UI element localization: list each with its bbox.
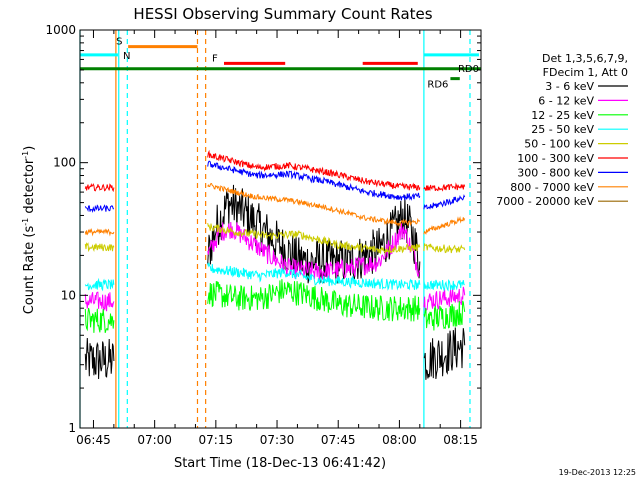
series-layer — [84, 149, 466, 380]
legend-label-4: 50 - 100 keV — [524, 138, 594, 151]
series-0-segment-1 — [207, 184, 421, 284]
x-tick-label-0: 06:45 — [76, 433, 111, 447]
series-5-segment-2 — [423, 182, 466, 192]
legend-label-0: 3 - 6 keV — [545, 80, 594, 93]
series-0-segment-2 — [423, 327, 466, 380]
flag-label-1: N — [123, 51, 130, 62]
series-1-segment-2 — [423, 286, 466, 312]
series-7 — [84, 182, 466, 237]
y-tick-label-3: 1000 — [45, 23, 76, 37]
y-tick-label-0: 1 — [68, 421, 76, 435]
flag-label-5: RD0 — [458, 64, 479, 75]
x-axis-label: Start Time (18-Dec-13 06:41:42) — [174, 456, 386, 471]
x-tick-label-5: 08:00 — [382, 433, 417, 447]
series-2-segment-0 — [84, 307, 115, 334]
series-0 — [84, 184, 466, 380]
x-tick-label-6: 08:15 — [443, 433, 478, 447]
series-1 — [84, 221, 466, 312]
series-2-segment-2 — [423, 300, 466, 331]
series-6-segment-1 — [207, 160, 421, 201]
flag-label-0: S — [116, 37, 122, 48]
series-7-segment-2 — [423, 216, 466, 235]
series-7-segment-0 — [84, 228, 115, 237]
legend-label-5: 100 - 300 keV — [517, 152, 594, 165]
x-tick-label-2: 07:15 — [199, 433, 234, 447]
legend-label-6: 300 - 800 keV — [517, 166, 594, 179]
legend-label-3: 25 - 50 keV — [531, 123, 594, 136]
series-5 — [84, 149, 466, 193]
series-4-segment-1 — [207, 223, 421, 255]
timestamp: 19-Dec-2013 12:25 — [559, 468, 636, 477]
series-5-segment-1 — [207, 149, 421, 191]
legend-label-7: 800 - 7000 keV — [510, 181, 594, 194]
series-2 — [84, 279, 466, 334]
legend-label-1: 6 - 12 keV — [538, 94, 594, 107]
series-4-segment-0 — [84, 242, 115, 253]
plot-frame — [79, 29, 482, 429]
flag-label-3: F — [212, 53, 218, 64]
series-7-segment-1 — [207, 182, 421, 228]
series-1-segment-1 — [207, 221, 421, 281]
series-3 — [84, 261, 465, 292]
x-tick-label-3: 07:30 — [260, 433, 295, 447]
y-axis-label: Count Rate (s-1 detector-1) — [21, 146, 37, 315]
series-3-segment-0 — [84, 277, 115, 292]
legend-label-2: 12 - 25 keV — [531, 109, 594, 122]
legend-header-1: Det 1,3,5,6,7,9, — [542, 52, 628, 65]
series-3-segment-2 — [423, 279, 465, 292]
x-tick-label-1: 07:00 — [137, 433, 172, 447]
series-6-segment-0 — [84, 204, 114, 214]
series-4 — [84, 223, 466, 255]
y-tick-label-1: 10 — [61, 288, 76, 302]
series-0-segment-0 — [84, 337, 115, 380]
legend: Det 1,3,5,6,7,9, FDecim 1, Att 0 3 - 6 k… — [496, 52, 628, 208]
series-6-segment-2 — [423, 194, 466, 210]
y-tick-label-2: 100 — [53, 156, 76, 170]
y-axis: 1 10 100 1000 — [45, 23, 481, 435]
chart-title: HESSI Observing Summary Count Rates — [133, 5, 432, 23]
series-3-segment-1 — [207, 261, 421, 291]
series-2-segment-1 — [207, 279, 421, 322]
legend-label-8: 7000 - 20000 keV — [496, 195, 594, 208]
x-axis: 06:45 07:00 07:15 07:30 07:45 08:00 08:15 — [76, 30, 482, 447]
legend-header-2: FDecim 1, Att 0 — [543, 66, 628, 79]
flag-label-6: RD6 — [427, 80, 448, 91]
series-6 — [84, 160, 466, 214]
series-5-segment-0 — [84, 182, 115, 193]
flag-bars: SN F RD0 RD6 — [80, 37, 481, 91]
series-4-segment-2 — [423, 243, 466, 254]
x-tick-label-4: 07:45 — [321, 433, 356, 447]
vertical-markers — [79, 30, 471, 428]
series-1-segment-0 — [84, 291, 115, 312]
